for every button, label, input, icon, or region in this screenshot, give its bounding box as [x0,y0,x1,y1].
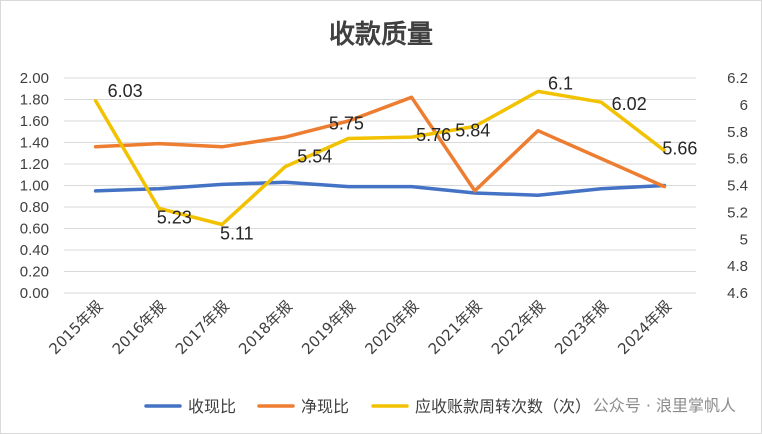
left-tick-label: 1.40 [20,135,49,152]
chart-title: 收款质量 [329,20,433,50]
left-axis-ticks: 0.00 0.20 0.40 0.60 0.80 1.00 1.20 1.40 1.60 1.80… [20,70,49,302]
legend-label-2: 应收账款周转次数（次） [415,397,591,416]
x-tick-label: 2018年报 [235,297,296,358]
data-label: 5.66 [662,139,697,159]
x-tick-label: 2015年报 [45,297,106,358]
series-line-1 [93,95,667,193]
right-tick-label: 6.2 [727,70,748,87]
x-tick-label: 2019年报 [298,297,359,358]
x-tick-label: 2022年报 [488,297,549,358]
right-tick-label: 6 [740,97,748,114]
x-tick-label: 2021年报 [425,297,486,358]
data-label: 5.23 [157,207,192,227]
left-tick-label: 1.20 [20,156,49,173]
right-tick-label: 5 [740,231,748,248]
x-axis-ticks: 2015年报 2016年报 2017年报 2018年报 2019年报 2020年报 2021… [45,297,675,358]
x-tick-label: 2017年报 [172,297,233,358]
x-tick-label: 2016年报 [109,297,170,358]
left-tick-label: 1.60 [20,113,49,130]
data-label: 5.54 [297,147,332,167]
data-label: 5.76 [416,125,451,145]
data-label: 6.1 [548,73,573,93]
left-tick-label: 0.40 [20,242,49,259]
data-label: 5.75 [329,113,364,133]
data-label: 6.03 [108,81,143,101]
left-tick-label: 2.00 [20,70,49,87]
x-tick-label: 2023年报 [551,297,612,358]
left-tick-label: 0.00 [20,285,49,302]
left-tick-label: 0.60 [20,221,49,238]
left-tick-label: 1.80 [20,92,49,109]
right-tick-label: 5.6 [727,151,748,168]
right-tick-label: 5.8 [727,124,748,141]
data-label: 5.11 [220,223,254,243]
series-lines [93,89,667,227]
right-tick-label: 5.4 [727,178,748,195]
data-label: 5.84 [455,120,490,140]
watermark-text: 公众号 · 浪里掌帆人 [593,396,736,415]
left-tick-label: 0.80 [20,199,49,216]
right-tick-label: 5.2 [727,204,748,221]
series-line-2 [93,89,667,227]
x-tick-label: 2024年报 [614,297,675,358]
series-line-0 [93,180,667,197]
x-tick-label: 2020年报 [361,297,422,358]
right-tick-label: 4.8 [727,258,748,275]
left-tick-label: 1.00 [20,178,49,195]
data-labels: 6.03 5.23 5.11 5.54 5.75 5.76 5.84 6.1 6.02 5.66 [108,73,698,243]
data-label: 6.02 [612,94,647,114]
legend-label-1: 净现比 [301,397,349,416]
legend: 收现比 净现比 应收账款周转次数（次） [144,397,591,416]
right-axis-ticks: 4.6 4.8 5 5.2 5.4 5.6 5.8 6 6.2 [727,70,748,302]
legend-label-0: 收现比 [188,397,236,416]
right-tick-label: 4.6 [727,285,748,302]
left-tick-label: 0.20 [20,264,49,281]
